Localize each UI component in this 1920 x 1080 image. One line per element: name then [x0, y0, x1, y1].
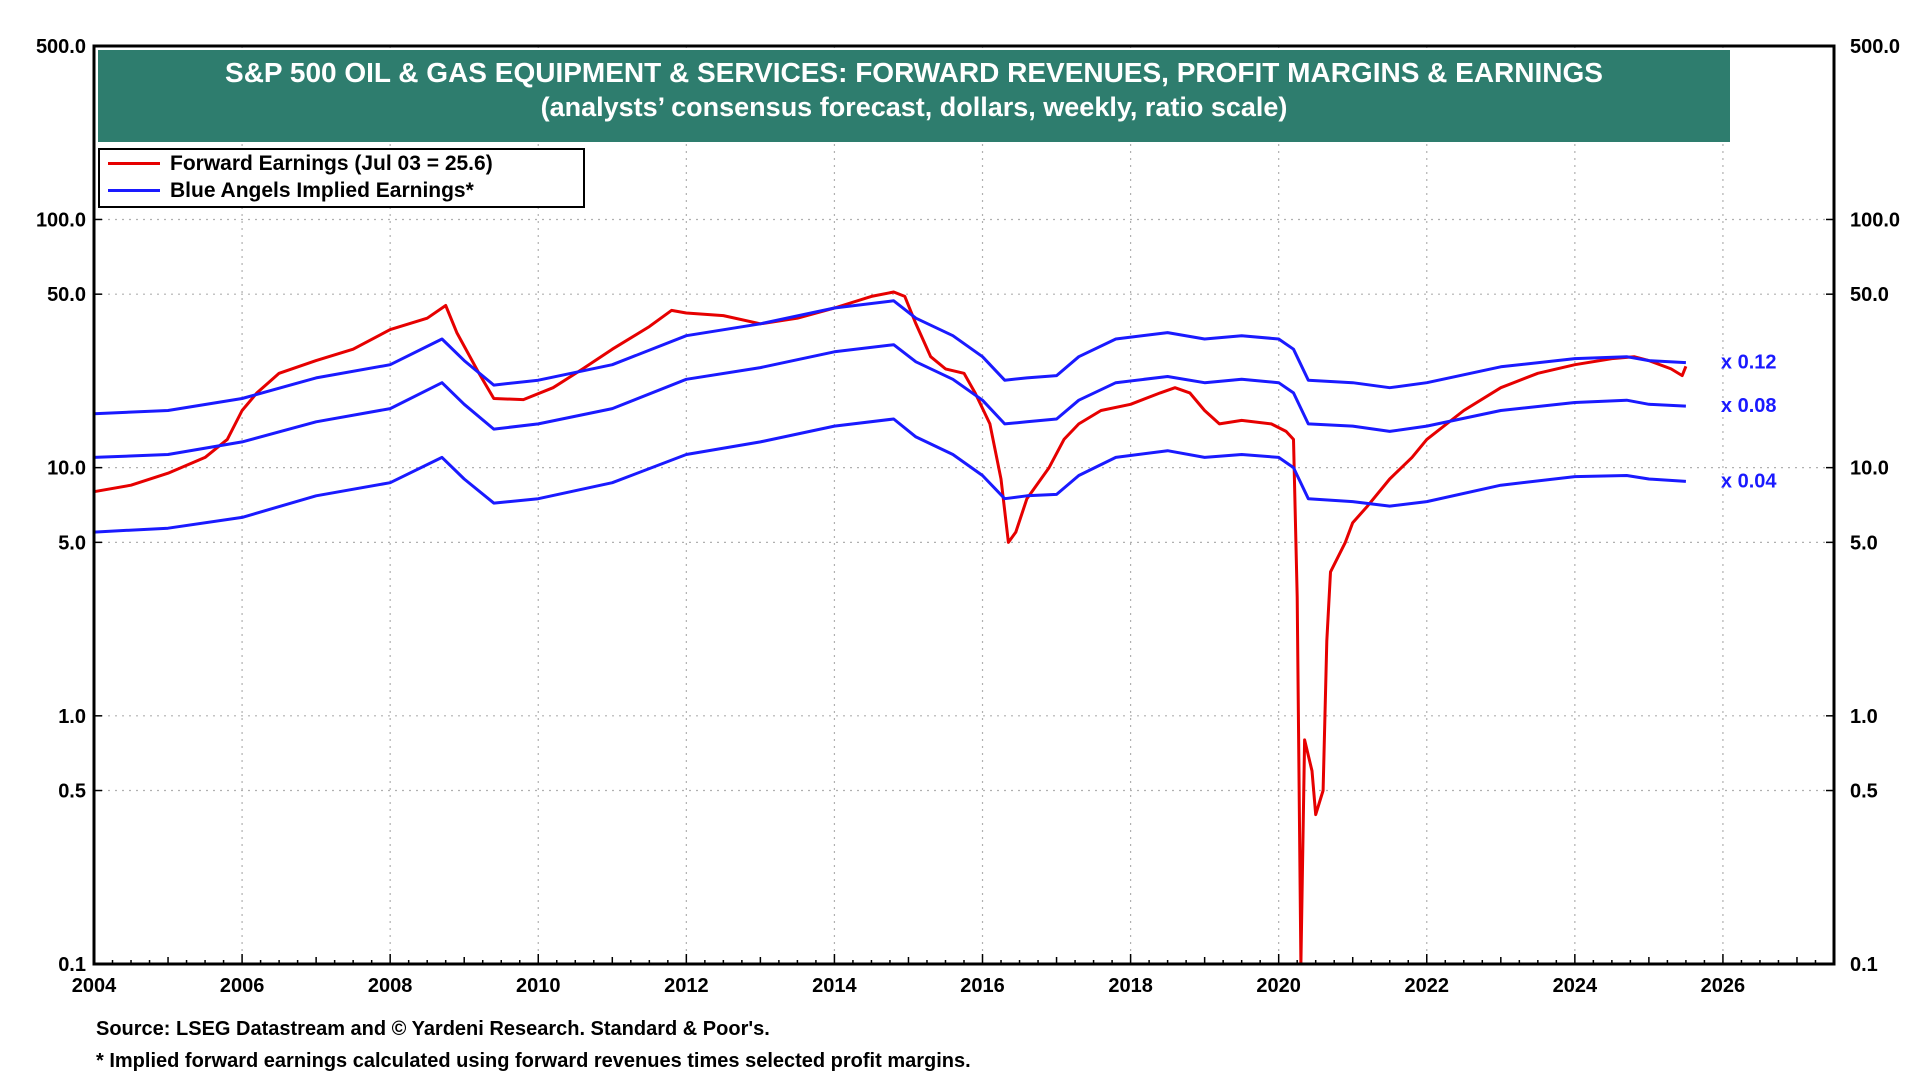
x-axis-labels: 2004 2006 2008 2010 2012 2014 2016 2018 2020 2022… — [72, 975, 1745, 997]
y-tick-label-left: 10.0 — [47, 458, 86, 480]
y-tick-label-right: 50.0 — [1850, 284, 1889, 306]
legend-label-forward-earnings: Forward Earnings (Jul 03 = 25.6) — [170, 151, 493, 175]
y-tick-label-left: 50.0 — [47, 284, 86, 306]
y-axis-right-labels: 500.0 100.0 50.0 10.0 5.0 1.0 0.5 0.1 — [1850, 36, 1900, 976]
legend-label-implied-earnings: Blue Angels Implied Earnings* — [170, 178, 474, 202]
x-tick-label: 2008 — [368, 975, 413, 997]
x-tick-label: 2012 — [664, 975, 709, 997]
x-tick-label: 2018 — [1108, 975, 1153, 997]
y-tick-label-left: 0.1 — [58, 954, 86, 976]
series-layer — [93, 290, 1688, 966]
series-line-implied-earnings — [93, 299, 1686, 416]
chart-title-box: S&P 500 OIL & GAS EQUIPMENT & SERVICES: … — [98, 50, 1730, 142]
y-tick-label-right: 10.0 — [1850, 458, 1889, 480]
y-tick-label-left: 5.0 — [58, 532, 86, 554]
y-tick-label-right: 0.1 — [1850, 954, 1878, 976]
axes — [92, 44, 1836, 966]
source-note: Source: LSEG Datastream and © Yardeni Re… — [96, 1018, 770, 1040]
chart-subtitle: (analysts’ consensus forecast, dollars, … — [540, 92, 1288, 122]
y-tick-label-left: 1.0 — [58, 706, 86, 728]
series-line-forward-earnings — [93, 290, 1688, 966]
x-tick-label: 2020 — [1256, 975, 1301, 997]
x-tick-label: 2026 — [1701, 975, 1746, 997]
y-tick-label-left: 500.0 — [36, 36, 86, 58]
y-tick-label-right: 1.0 — [1850, 706, 1878, 728]
legend-swatch-red — [108, 162, 160, 165]
series-line-implied-earnings — [93, 343, 1686, 459]
x-tick-label: 2022 — [1405, 975, 1450, 997]
chart-legend: Forward Earnings (Jul 03 = 25.6) Blue An… — [98, 148, 585, 208]
x-tick-label: 2010 — [516, 975, 561, 997]
multiplier-label: x 0.08 — [1721, 395, 1777, 417]
x-tick-label: 2006 — [220, 975, 265, 997]
y-tick-label-left: 100.0 — [36, 209, 86, 231]
y-axis-left-labels: 500.0 100.0 50.0 10.0 5.0 1.0 0.5 0.1 — [36, 36, 86, 976]
x-tick-label: 2014 — [812, 975, 857, 997]
multiplier-label: x 0.12 — [1721, 352, 1777, 374]
y-tick-label-right: 5.0 — [1850, 532, 1878, 554]
y-tick-label-right: 100.0 — [1850, 209, 1900, 231]
y-tick-label-right: 500.0 — [1850, 36, 1900, 58]
x-tick-label: 2024 — [1553, 975, 1598, 997]
footnote: * Implied forward earnings calculated us… — [96, 1050, 971, 1072]
chart-title: S&P 500 OIL & GAS EQUIPMENT & SERVICES: … — [225, 57, 1603, 88]
multiplier-label: x 0.04 — [1721, 470, 1777, 492]
x-tick-label: 2004 — [72, 975, 117, 997]
multiplier-labels: x 0.12 x 0.08 x 0.04 — [1721, 352, 1777, 493]
x-tick-label: 2016 — [960, 975, 1005, 997]
series-line-implied-earnings — [93, 417, 1686, 534]
legend-item-implied-earnings: Blue Angels Implied Earnings* — [100, 177, 583, 204]
legend-swatch-blue — [108, 189, 160, 192]
y-tick-label-left: 0.5 — [58, 781, 86, 803]
y-tick-label-right: 0.5 — [1850, 781, 1878, 803]
legend-item-forward-earnings: Forward Earnings (Jul 03 = 25.6) — [100, 150, 583, 177]
